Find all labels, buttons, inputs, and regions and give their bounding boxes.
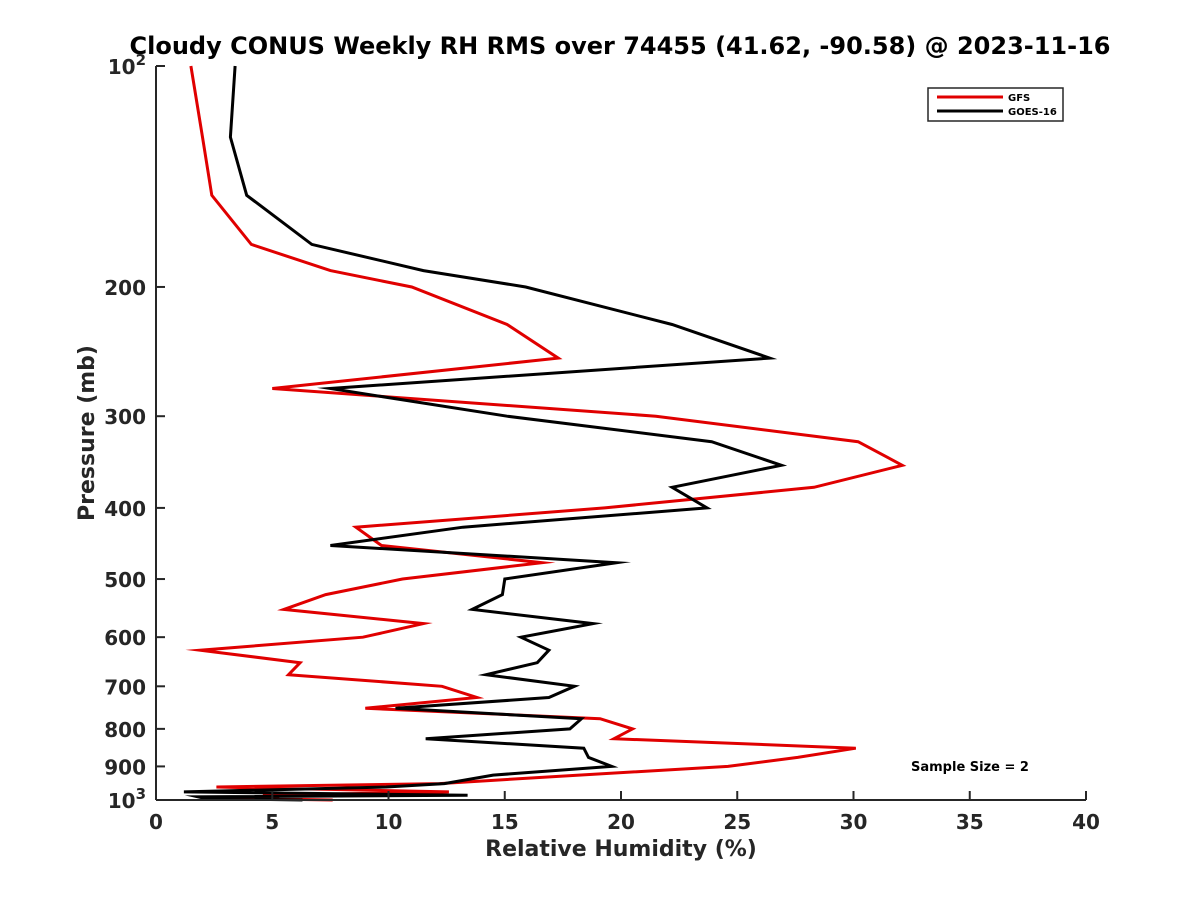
series-line-gfs [185, 65, 907, 802]
x-tick-label: 35 [956, 810, 984, 834]
x-tick-label: 0 [149, 810, 163, 834]
chart-title: Cloudy CONUS Weekly RH RMS over 74455 (4… [130, 32, 1111, 60]
axes-layer [155, 66, 1086, 801]
x-tick-label: 25 [723, 810, 751, 834]
y-tick-label: 300 [104, 405, 146, 429]
series-line-goes-16 [183, 65, 788, 802]
x-tick-label: 5 [265, 810, 279, 834]
x-tick-label: 10 [375, 810, 403, 834]
y-tick-label: 200 [104, 276, 146, 300]
series-layer [183, 65, 907, 802]
legend-label: GOES-16 [1008, 107, 1057, 118]
legend-label: GFS [1008, 93, 1030, 104]
x-tick-label: 30 [840, 810, 868, 834]
y-tick-label: 600 [104, 626, 146, 650]
y-ticks: 102 200 300 400 500 600 700 800 900 103 [104, 51, 165, 813]
y-tick-label: 700 [104, 675, 146, 699]
x-tick-label: 20 [607, 810, 635, 834]
x-ticks: 0 5 10 15 20 25 30 35 40 [149, 791, 1100, 834]
legend-box [927, 87, 1064, 122]
x-tick-label: 40 [1072, 810, 1100, 834]
y-tick-label: 500 [104, 568, 146, 592]
y-tick-label: 400 [104, 497, 146, 521]
y-axis-label: Pressure (mb) [75, 345, 100, 521]
x-tick-label: 15 [491, 810, 519, 834]
y-tick-label: 800 [104, 718, 146, 742]
sample-size-annotation: Sample Size = 2 [911, 760, 1029, 775]
legend: GFS GOES-16 [927, 87, 1064, 122]
y-tick-label: 900 [104, 755, 146, 779]
x-axis-label: Relative Humidity (%) [485, 837, 757, 862]
y-tick-label: 102 [108, 51, 146, 79]
y-tick-label: 103 [108, 785, 146, 813]
